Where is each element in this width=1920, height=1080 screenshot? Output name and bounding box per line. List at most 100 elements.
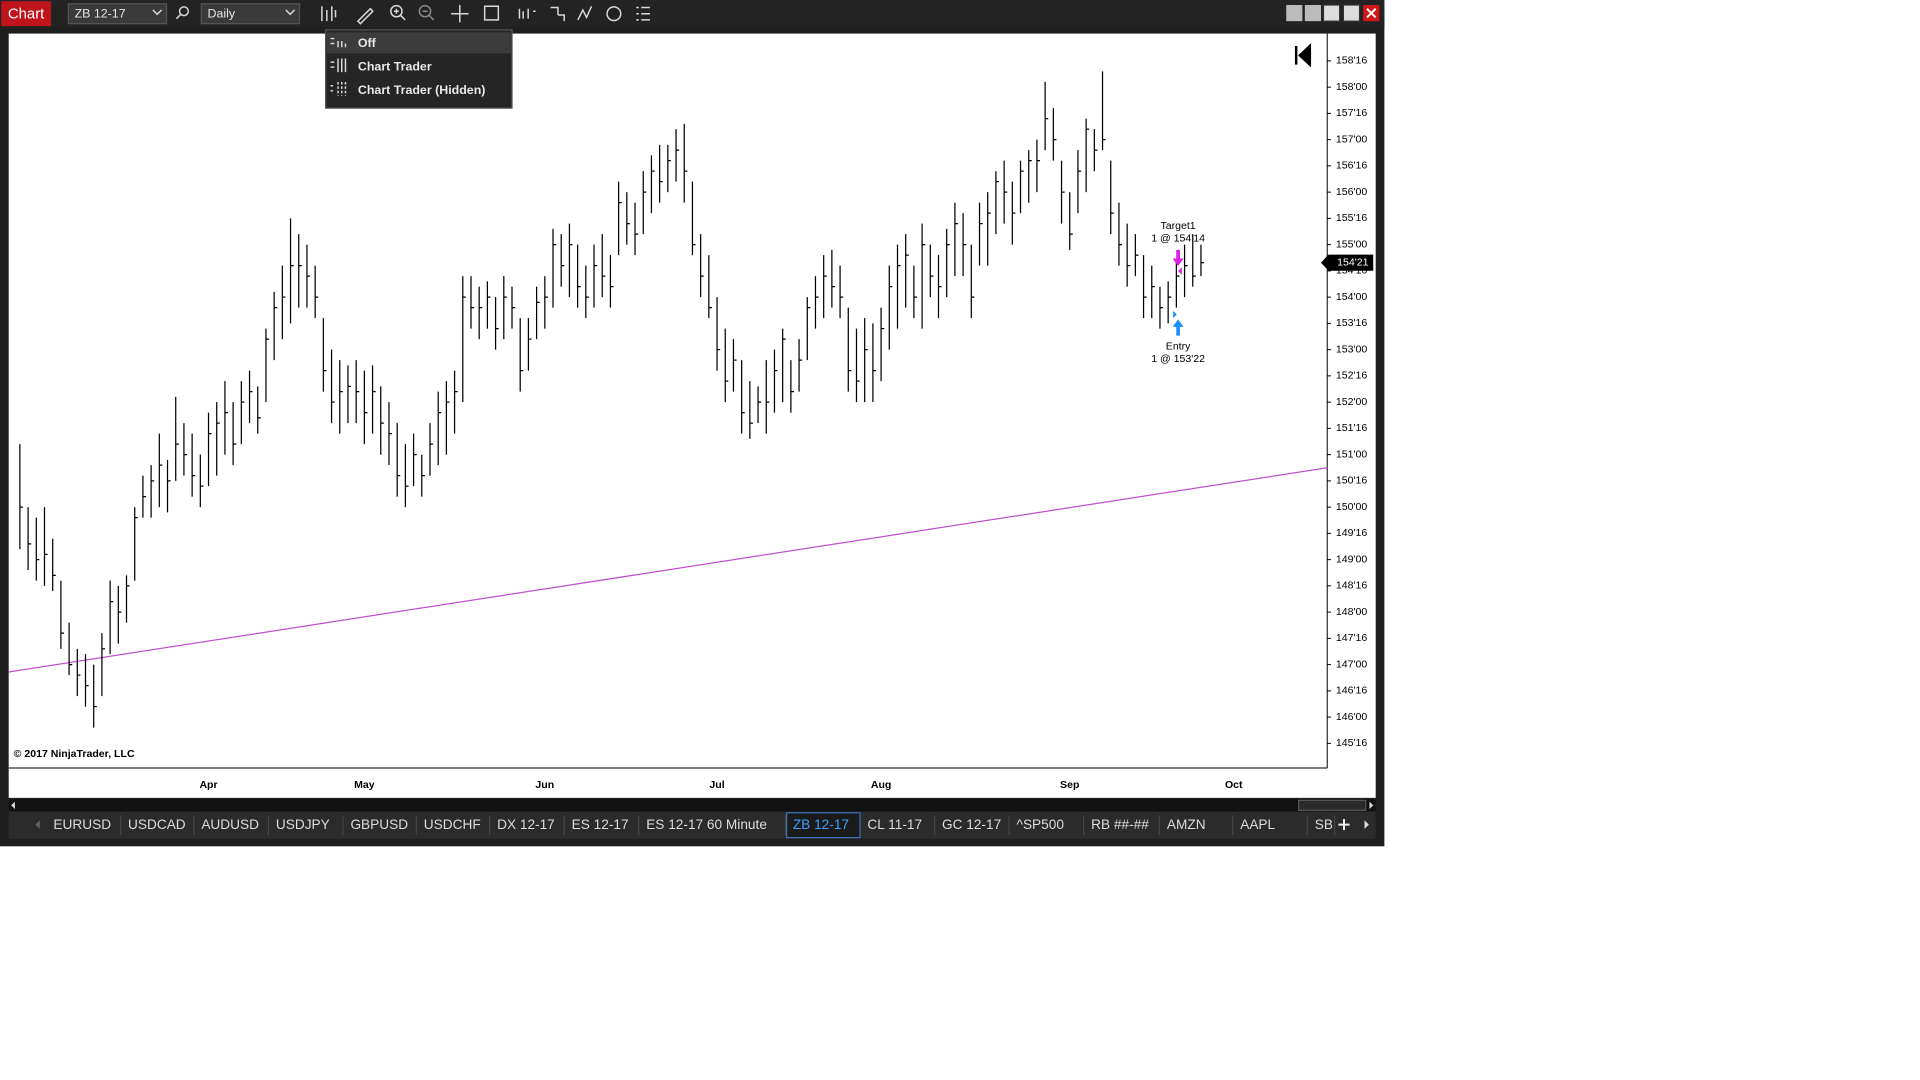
- x-tick-label: Sep: [1060, 779, 1080, 791]
- entry-marker: [1173, 310, 1177, 319]
- y-tick-label: 152'00: [1336, 396, 1367, 408]
- menu-item[interactable]: Off: [358, 36, 377, 50]
- tab-label[interactable]: USDCAD: [128, 817, 186, 832]
- target-text: 1 @ 154'14: [1151, 232, 1205, 244]
- plot: 158'16 158'00 157'16 157'00 156'16 156'00 155'…: [8, 55, 1374, 791]
- scroll-thumb[interactable]: [1298, 799, 1367, 811]
- y-tick-label: 157'16: [1336, 107, 1367, 119]
- y-tick-label: 145'16: [1336, 737, 1367, 749]
- window-button[interactable]: [1286, 5, 1303, 22]
- tab-label[interactable]: GBPUSD: [350, 817, 408, 832]
- y-tick-label: 148'16: [1336, 580, 1367, 592]
- y-tick-label: 153'16: [1336, 317, 1367, 329]
- y-tick-label: 155'00: [1336, 238, 1367, 250]
- chart-panel: [8, 33, 1376, 798]
- zoom-in-icon[interactable]: [390, 4, 403, 18]
- reload-icon[interactable]: [606, 6, 622, 22]
- x-tick-label: Jul: [709, 779, 724, 791]
- toolbar-icons: [321, 4, 650, 25]
- y-tick-label: 150'00: [1336, 501, 1367, 513]
- window-button[interactable]: [1304, 5, 1322, 22]
- y-tick-label: 148'00: [1336, 606, 1367, 618]
- tab-label[interactable]: AAPL: [1240, 817, 1275, 832]
- menu-icon: [330, 58, 347, 73]
- active-tab[interactable]: [786, 812, 861, 839]
- scroll-to-end[interactable]: [1294, 43, 1312, 68]
- tab-label[interactable]: AUDUSD: [201, 817, 259, 832]
- search-handle: [175, 13, 182, 20]
- search-icon[interactable]: [178, 6, 190, 17]
- copyright: © 2017 NinjaTrader, LLC: [14, 748, 135, 760]
- entry-name: Entry: [1166, 341, 1191, 353]
- y-tick-label: 146'16: [1336, 685, 1367, 697]
- y-tick-label: 147'00: [1336, 658, 1367, 670]
- add-tab[interactable]: [1338, 818, 1350, 831]
- x-tick-label: May: [354, 779, 375, 791]
- tab-scroll-left[interactable]: [35, 820, 40, 829]
- tab-label[interactable]: USDCHF: [424, 817, 481, 832]
- tab-label[interactable]: ZB 12-17: [793, 817, 849, 832]
- zoom-out-detail: [422, 10, 435, 21]
- y-tick-label: 155'16: [1336, 212, 1367, 224]
- tab-label[interactable]: CL 11-17: [867, 817, 922, 832]
- scrollbar[interactable]: [8, 799, 1376, 812]
- tab-label[interactable]: SB: [1315, 817, 1333, 832]
- last-price-tag: [1321, 254, 1374, 271]
- x-tick-label: Apr: [199, 779, 217, 791]
- tab-label[interactable]: USDJPY: [276, 817, 330, 832]
- zoom-out-icon[interactable]: [418, 4, 432, 18]
- minimize-button[interactable]: [1322, 4, 1341, 22]
- tab-scroll-right[interactable]: [1364, 820, 1369, 829]
- y-tick-label: 152'16: [1336, 370, 1367, 382]
- tab-label[interactable]: DX 12-17: [497, 817, 555, 832]
- pencil-icon[interactable]: [356, 7, 374, 25]
- tab-label[interactable]: ES 12-17 60 Minute: [646, 817, 767, 832]
- tab-label[interactable]: GC 12-17: [942, 817, 1001, 832]
- interval-text: Daily: [208, 7, 236, 21]
- y-tick-label: 147'16: [1336, 632, 1367, 644]
- tab-label[interactable]: EURUSD: [53, 817, 111, 832]
- window-title: Chart: [8, 6, 45, 22]
- y-tick-label: 157'00: [1336, 133, 1367, 145]
- y-tick-label: 151'16: [1336, 422, 1367, 434]
- menu-item[interactable]: Chart Trader (Hidden): [358, 83, 486, 97]
- entry-arrow: [1172, 319, 1184, 336]
- menu-item[interactable]: Chart Trader: [358, 59, 432, 73]
- bars-icon[interactable]: [321, 6, 337, 22]
- list-icon[interactable]: [636, 6, 650, 21]
- close-x: [1366, 8, 1377, 19]
- y-tick-label: 154'00: [1336, 291, 1367, 303]
- y-tick-label: 149'16: [1336, 527, 1367, 539]
- tabs: EURUSD USDCAD AUDUSD USDJPY GBPUSD USDCHF DX 1…: [53, 812, 1336, 839]
- tab-label[interactable]: RB ##-##: [1091, 817, 1149, 832]
- chart-trader-icon[interactable]: [518, 8, 536, 19]
- maximize-button[interactable]: [1342, 4, 1361, 22]
- tab-label[interactable]: ^SP500: [1017, 817, 1065, 832]
- last-price-label: 154'21: [1337, 256, 1368, 268]
- zoom-in-detail: [393, 8, 406, 21]
- tab-label[interactable]: ES 12-17: [572, 817, 629, 832]
- chevron: [285, 9, 296, 16]
- target-arrow: [1172, 249, 1184, 266]
- crosshair-icon[interactable]: [451, 5, 469, 23]
- tab-bar: [8, 811, 1376, 839]
- indicators-icon[interactable]: [577, 5, 593, 21]
- trend-line: [8, 467, 1328, 673]
- target-name: Target1: [1161, 220, 1196, 232]
- y-tick-label: 158'16: [1336, 55, 1367, 67]
- interval-select[interactable]: [200, 3, 301, 25]
- tab-label[interactable]: AMZN: [1167, 817, 1206, 832]
- y-tick-label: 151'00: [1336, 448, 1367, 460]
- menu-highlight: [326, 32, 511, 54]
- instrument-select[interactable]: [67, 3, 168, 25]
- templates-icon[interactable]: [550, 6, 565, 22]
- y-tick-label: 156'16: [1336, 160, 1367, 172]
- properties-icon[interactable]: [483, 5, 500, 21]
- instrument-text: ZB 12-17: [75, 7, 126, 21]
- entry-text: 1 @ 153'22: [1151, 353, 1205, 365]
- chart-trader-menu: Off Chart Trader Chart Trader (Hidden): [324, 29, 513, 109]
- window-title-bg: [1, 1, 51, 27]
- y-tick-label: 153'00: [1336, 343, 1367, 355]
